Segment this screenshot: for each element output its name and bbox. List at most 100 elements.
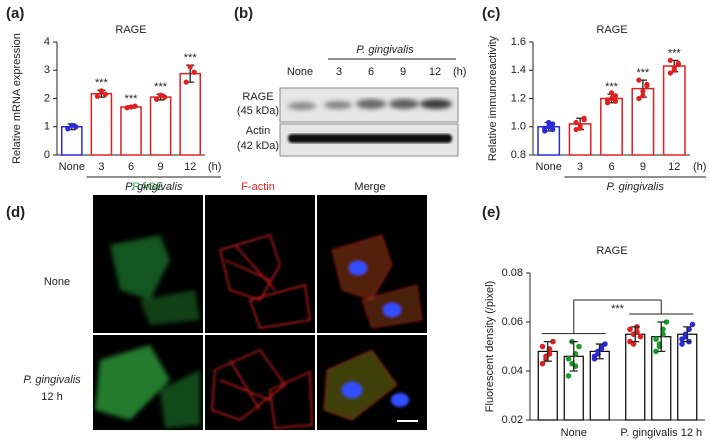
panel-label: (b) (234, 5, 253, 22)
panel-label: (c) (482, 5, 500, 22)
x-tick-label: 6 (608, 161, 614, 173)
error-bar (595, 343, 604, 360)
lane-label: None (287, 66, 313, 78)
data-point (191, 69, 197, 75)
y-tick-label: 2 (44, 92, 50, 104)
x-tick-label: P. gingivalis 12 h (620, 427, 702, 439)
data-point (636, 95, 642, 102)
data-point (604, 97, 611, 103)
blot-row-label: Actin (246, 125, 270, 137)
x-tick-label: None (561, 427, 587, 439)
column-label: RAGE (132, 181, 163, 193)
bar (60, 126, 83, 156)
data-point (591, 353, 598, 360)
x-tick-label: 6 (128, 161, 134, 173)
group-label: P. gingivalis (125, 181, 183, 193)
data-point (640, 88, 646, 95)
column-label: F-actin (241, 181, 275, 193)
data-point (132, 103, 138, 109)
data-point (581, 115, 587, 121)
row-label: 12 h (41, 391, 62, 403)
data-point (539, 360, 546, 367)
data-point (679, 341, 685, 347)
data-point (679, 336, 685, 342)
error-bar (657, 321, 666, 353)
bar (677, 333, 698, 421)
data-point (671, 67, 677, 73)
data-point (550, 338, 556, 345)
error-bar (569, 340, 578, 372)
data-point (637, 333, 644, 340)
y-tick-label: 0.08 (502, 267, 523, 279)
panel-label: (e) (482, 204, 500, 221)
significance-label: *** (668, 47, 682, 59)
x-tick-label: 3 (577, 161, 583, 173)
y-tick-label: 1 (44, 121, 50, 133)
data-point (187, 64, 193, 70)
significance-label: *** (184, 52, 198, 64)
blot-row-label: RAGE (242, 91, 273, 103)
lane-label: 3 (336, 66, 342, 78)
data-point (94, 93, 100, 99)
data-point (158, 92, 164, 98)
microscopy-panel: (d) RAGE F-actin Merge None P. gingivali… (6, 181, 427, 430)
error-bar (683, 326, 692, 343)
blot-bands (288, 134, 452, 143)
y-tick-label: 1.4 (511, 64, 526, 76)
lane-label: 9 (400, 66, 406, 78)
lane-label: 12 (429, 66, 441, 78)
group-label: P. gingivalis (356, 44, 414, 56)
y-tick-label: 0.04 (502, 365, 523, 377)
panel-label: (d) (6, 204, 25, 221)
bar (600, 97, 623, 156)
data-point (636, 77, 642, 83)
y-tick-label: 0 (44, 149, 50, 161)
significance-label: *** (95, 77, 109, 89)
bar (120, 106, 142, 156)
data-point (542, 125, 548, 131)
data-point (550, 121, 556, 127)
data-point (550, 126, 556, 133)
data-point (565, 355, 572, 362)
data-point (640, 93, 646, 99)
data-point (98, 88, 104, 94)
x-tick-label: 12 (184, 161, 196, 173)
data-point (667, 57, 673, 63)
lane-label: 6 (368, 66, 374, 78)
y-axis-label: Relative immunoreactivity (487, 35, 499, 161)
bar (90, 92, 113, 156)
data-point (128, 104, 134, 110)
y-tick-label: 1.2 (511, 92, 526, 104)
data-point (653, 348, 659, 355)
bar (631, 87, 655, 156)
data-point (573, 126, 579, 133)
data-point (630, 341, 637, 347)
data-point (102, 91, 108, 97)
data-point (627, 326, 633, 333)
data-point (675, 62, 681, 68)
group-label: P. gingivalis (607, 181, 665, 193)
y-tick-label: 3 (44, 64, 50, 76)
significance-bracket (629, 300, 694, 315)
significance-label: *** (605, 81, 619, 93)
data-point (644, 83, 650, 89)
blot-bands (288, 99, 452, 110)
data-point (612, 98, 619, 104)
y-tick-label: 0.06 (502, 316, 523, 328)
blot-row-size: (45 kDa) (237, 105, 279, 117)
data-point (667, 70, 673, 76)
x-tick-label: 9 (640, 161, 646, 173)
x-tick-label: 9 (158, 161, 164, 173)
data-point (608, 95, 615, 102)
data-point (608, 90, 615, 96)
y-tick-label: 1.0 (511, 121, 526, 133)
chart-title: RAGE (596, 24, 627, 36)
bar (662, 65, 686, 156)
data-point (546, 124, 552, 130)
y-tick-label: 0.02 (502, 414, 523, 426)
row-label: None (44, 276, 70, 288)
x-unit: (h) (208, 161, 221, 173)
data-point (689, 321, 696, 328)
panel-label: (a) (6, 5, 24, 22)
